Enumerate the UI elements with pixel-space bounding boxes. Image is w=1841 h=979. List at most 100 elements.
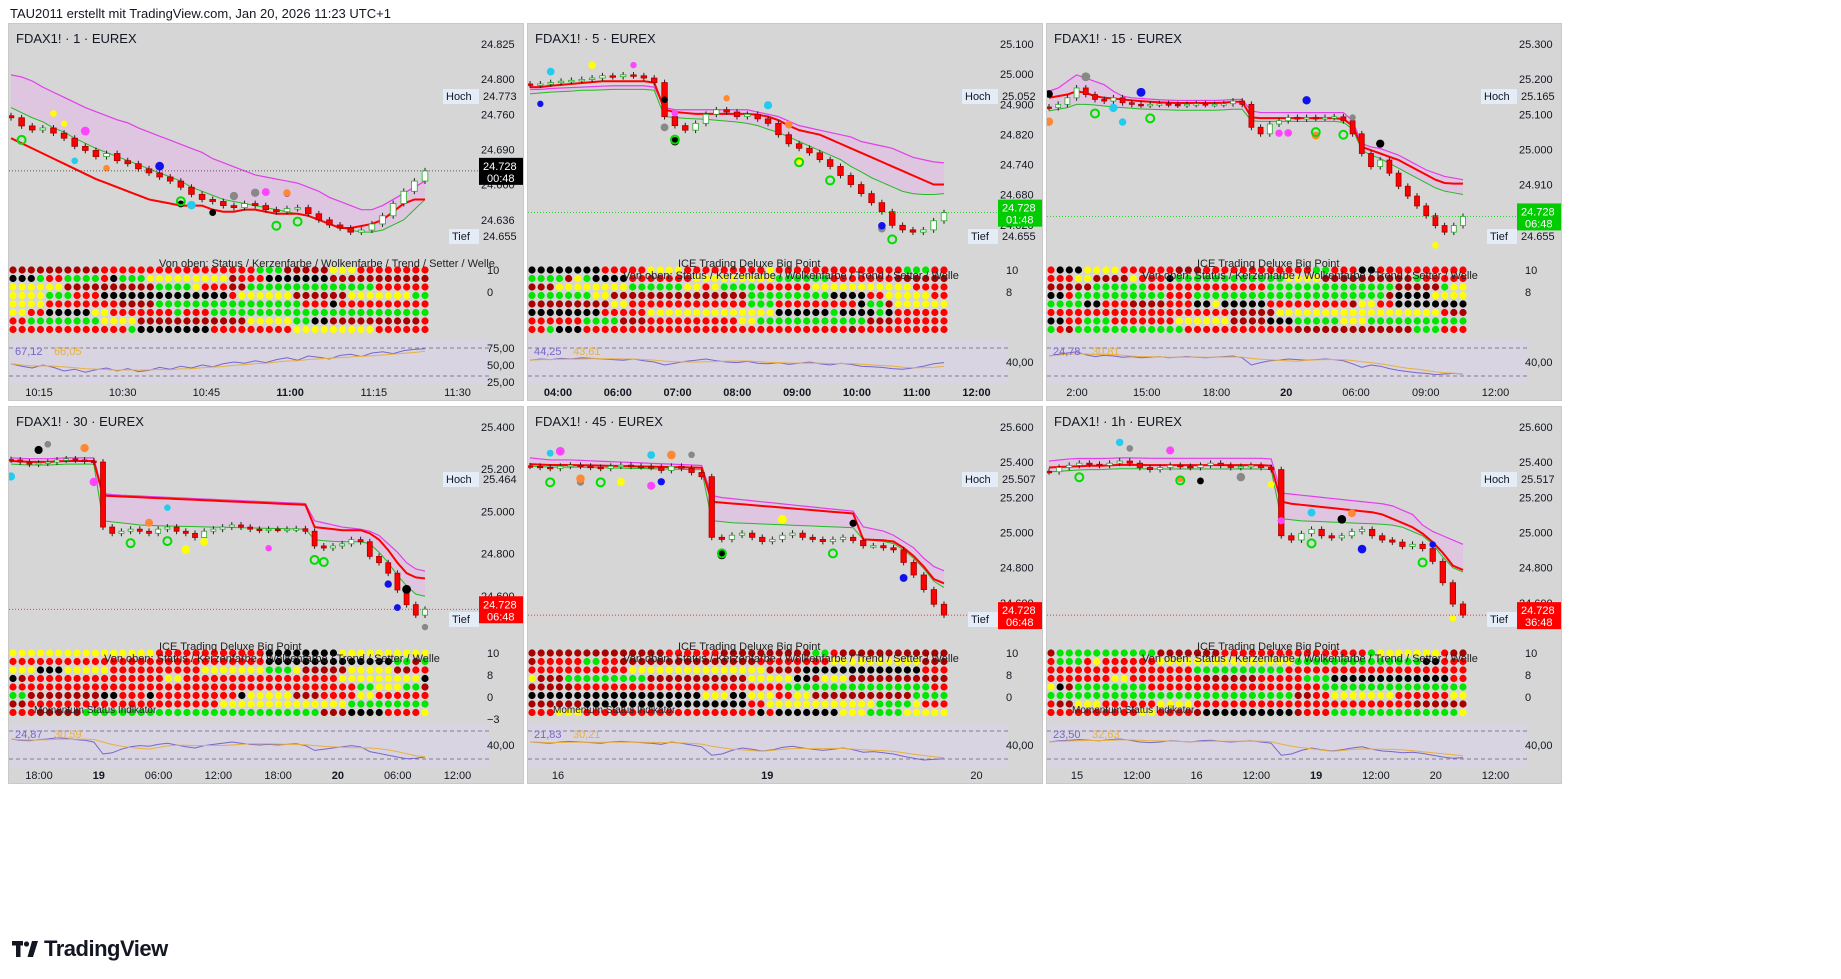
oscillator-dot — [912, 649, 921, 657]
candle-countdown: 06:48 — [1006, 617, 1034, 629]
oscillator-dot — [1340, 266, 1348, 274]
oscillator-dot — [1422, 674, 1430, 683]
symbol-title[interactable]: FDAX1! · 15 · EUREX — [1054, 31, 1182, 46]
high-value: 25.464 — [483, 474, 517, 486]
tradingview-logo[interactable]: TradingView — [12, 936, 168, 962]
cloud-bottom-line — [1048, 103, 1464, 195]
oscillator-dot — [931, 300, 939, 308]
oscillator-dot — [1084, 657, 1092, 666]
chart-canvas[interactable]: 25.40025.20025.00024.80024.600Hoch25.464… — [9, 407, 524, 784]
oscillator-dot — [1340, 666, 1348, 674]
chart-canvas[interactable]: 25.10025.00024.90024.82024.74024.68024.6… — [528, 24, 1043, 401]
symbol-title[interactable]: FDAX1! · 5 · EUREX — [535, 31, 656, 46]
rsi-ma-line — [529, 358, 945, 369]
oscillator-dot — [1239, 308, 1247, 317]
oscillator-dot — [348, 666, 356, 674]
oscillator-dot — [1120, 700, 1128, 708]
oscillator-dot — [320, 708, 328, 717]
candle-body — [72, 458, 79, 461]
oscillator-dot — [421, 291, 429, 300]
candle-body — [920, 574, 927, 591]
oscillator-dot — [393, 700, 402, 708]
oscillator-dot — [119, 649, 127, 657]
symbol-title[interactable]: FDAX1! · 45 · EUREX — [535, 414, 663, 429]
oscillator-dot — [174, 683, 182, 691]
candle-body — [1156, 467, 1164, 471]
candle-body — [256, 528, 263, 532]
oscillator-dot — [1193, 283, 1202, 291]
oscillator-dot — [629, 291, 637, 300]
oscillator-dot — [375, 300, 383, 308]
oscillator-dot — [876, 300, 884, 308]
oscillator-dot — [537, 308, 545, 317]
oscillator-dot — [155, 700, 164, 708]
chart-canvas[interactable]: 24.82524.80024.76024.69024.66024.636Hoch… — [9, 24, 524, 401]
chart-canvas[interactable]: 25.60025.40025.20025.00024.80024.600Hoch… — [528, 407, 1043, 784]
oscillator-dot — [1404, 674, 1412, 683]
candle-body — [850, 536, 857, 541]
oscillator-dot — [1377, 266, 1385, 274]
symbol-title[interactable]: FDAX1! · 30 · EUREX — [16, 414, 144, 429]
chart-canvas[interactable]: 25.60025.40025.20025.00024.80024.600Hoch… — [1047, 407, 1562, 784]
oscillator-dot — [1459, 683, 1467, 691]
oscillator-dot — [610, 649, 618, 657]
oscillator-dot — [1331, 283, 1339, 291]
oscillator-dot — [320, 700, 328, 708]
oscillator-dot — [1203, 700, 1211, 708]
signal-ring — [1175, 475, 1186, 486]
oscillator-dot — [738, 317, 747, 325]
oscillator-dot — [1212, 283, 1220, 291]
candle-body — [247, 526, 254, 530]
chart-panel[interactable]: FDAX1! · 5 · EUREX 25.100 25.000 24.900 24.8… — [527, 23, 1043, 401]
candle-body — [1184, 103, 1190, 107]
oscillator-dot — [1230, 325, 1238, 334]
candle-body — [1439, 560, 1446, 584]
chart-panel[interactable]: FDAX1! · 15 · EUREX 25.300 25.200 25.100 25.… — [1046, 23, 1562, 401]
oscillator-axis-label: 0 — [1525, 692, 1531, 704]
candle-body — [1318, 528, 1325, 537]
oscillator-dot — [247, 666, 255, 674]
oscillator-dot — [1203, 274, 1211, 283]
oscillator-dot — [1349, 674, 1357, 683]
oscillator-dot — [1267, 649, 1275, 657]
oscillator-dot — [64, 649, 72, 657]
candle-body — [336, 224, 344, 229]
high-label: Hoch — [1484, 474, 1510, 486]
oscillator-dot — [583, 266, 591, 274]
oscillator-dot — [1377, 691, 1385, 700]
rsi-ma-line — [10, 350, 426, 371]
symbol-title[interactable]: FDAX1! · 1h · EUREX — [1054, 414, 1182, 429]
candle-body — [201, 530, 208, 538]
oscillator-dot — [922, 274, 930, 283]
oscillator-dot — [528, 266, 536, 274]
signal-dot — [384, 580, 392, 588]
oscillator-dot — [375, 708, 383, 717]
oscillator-dot — [1303, 308, 1311, 317]
chart-panel[interactable]: FDAX1! · 1h · EUREX 25.600 25.400 25.200 25.… — [1046, 406, 1562, 784]
chart-panel[interactable]: FDAX1! · 30 · EUREX 25.400 25.200 25.000 24.… — [8, 406, 524, 784]
signal-ring — [125, 538, 136, 549]
chart-canvas[interactable]: 25.30025.20025.10025.00024.91024.780Hoch… — [1047, 24, 1562, 401]
candle-body — [92, 150, 100, 157]
oscillator-dot — [183, 266, 191, 274]
oscillator-dot — [128, 683, 136, 691]
symbol-title[interactable]: FDAX1! · 1 · EUREX — [16, 31, 137, 46]
chart-panel[interactable]: FDAX1! · 1 · EUREX 24.825 24.800 24.760 24.6… — [8, 23, 524, 401]
oscillator-dot — [219, 708, 228, 717]
oscillator-dot — [1093, 291, 1101, 300]
oscillator-dot — [1441, 708, 1449, 717]
oscillator-dot — [619, 291, 628, 300]
oscillator-title: ICE Trading Deluxe Big Point — [1197, 258, 1339, 270]
oscillator-dot — [366, 666, 374, 674]
oscillator-dot — [903, 274, 911, 283]
oscillator-dot — [119, 274, 127, 283]
candle-body — [1294, 117, 1301, 120]
oscillator-dot — [619, 700, 628, 708]
high-value: 25.507 — [1002, 474, 1036, 486]
oscillator-dot — [619, 666, 628, 674]
oscillator-dot — [830, 666, 838, 674]
candle-body — [348, 539, 355, 545]
oscillator-dot — [748, 300, 756, 308]
chart-panel[interactable]: FDAX1! · 45 · EUREX 25.600 25.400 25.200 25.… — [527, 406, 1043, 784]
ichimoku-cloud — [11, 74, 425, 233]
